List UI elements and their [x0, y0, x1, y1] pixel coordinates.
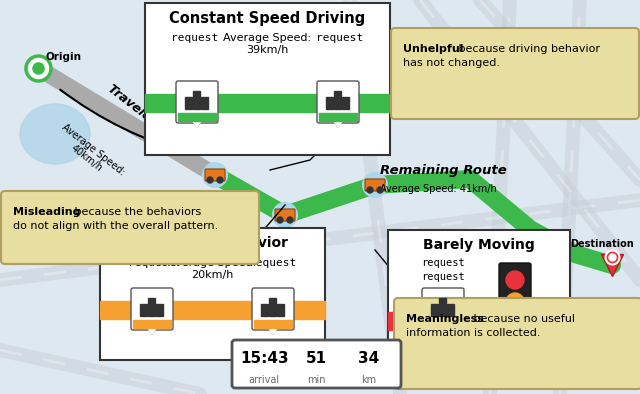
Bar: [424, 320, 462, 328]
Text: 51: 51: [306, 351, 327, 366]
Polygon shape: [268, 327, 278, 334]
Bar: [140, 304, 147, 316]
Bar: [178, 113, 216, 121]
Bar: [447, 304, 454, 316]
Bar: [342, 97, 349, 109]
Text: request: request: [172, 33, 219, 43]
Circle shape: [377, 187, 383, 193]
Bar: [254, 320, 292, 328]
Text: Average Speed:
40km/h: Average Speed: 40km/h: [53, 122, 127, 186]
Circle shape: [203, 163, 227, 187]
Bar: [334, 91, 341, 109]
Text: arrival: arrival: [249, 375, 280, 385]
FancyBboxPatch shape: [394, 298, 640, 389]
Text: because driving behavior: because driving behavior: [455, 44, 600, 54]
Ellipse shape: [20, 104, 90, 164]
Bar: [439, 298, 446, 316]
Circle shape: [506, 315, 524, 333]
Text: request: request: [421, 258, 465, 268]
Bar: [193, 91, 200, 109]
Bar: [269, 298, 276, 316]
Text: Abnormal Behavior: Abnormal Behavior: [138, 236, 287, 250]
FancyBboxPatch shape: [365, 179, 385, 191]
Text: Origin: Origin: [46, 52, 82, 62]
Text: Remaining Route: Remaining Route: [380, 164, 507, 177]
Text: because no useful: because no useful: [470, 314, 575, 324]
FancyBboxPatch shape: [1, 191, 259, 264]
FancyBboxPatch shape: [145, 3, 390, 155]
FancyBboxPatch shape: [275, 209, 295, 221]
Polygon shape: [400, 274, 480, 334]
FancyBboxPatch shape: [176, 81, 218, 123]
Circle shape: [217, 177, 223, 183]
FancyBboxPatch shape: [252, 288, 294, 330]
Text: because the behaviors: because the behaviors: [71, 207, 201, 217]
FancyBboxPatch shape: [422, 288, 464, 330]
FancyBboxPatch shape: [100, 228, 325, 360]
Text: min: min: [307, 375, 326, 385]
Text: do not align with the overall pattern.: do not align with the overall pattern.: [13, 221, 218, 231]
FancyBboxPatch shape: [388, 230, 570, 360]
FancyBboxPatch shape: [232, 340, 401, 388]
Polygon shape: [438, 327, 448, 334]
Polygon shape: [100, 219, 200, 294]
Text: request: request: [129, 258, 175, 268]
Circle shape: [363, 173, 387, 197]
Circle shape: [287, 217, 293, 223]
Bar: [388, 312, 570, 330]
Text: 34: 34: [358, 351, 380, 366]
Circle shape: [506, 293, 524, 311]
Bar: [261, 304, 268, 316]
Text: Destination: Destination: [570, 239, 634, 249]
Text: request: request: [316, 33, 364, 43]
Text: Average Speed:
39km/h: Average Speed: 39km/h: [223, 33, 312, 55]
Text: has not changed.: has not changed.: [403, 58, 500, 68]
Bar: [201, 97, 208, 109]
Bar: [156, 304, 163, 316]
Circle shape: [277, 217, 283, 223]
Text: Average Speed: 41km/h: Average Speed: 41km/h: [380, 184, 497, 194]
Text: Unhelpful: Unhelpful: [403, 44, 463, 54]
Bar: [185, 97, 192, 109]
Polygon shape: [147, 327, 157, 334]
Text: Average Speed:
20km/h: Average Speed: 20km/h: [168, 258, 257, 280]
Text: Traveled Route: Traveled Route: [105, 82, 196, 157]
Text: Barely Moving: Barely Moving: [423, 238, 535, 252]
Bar: [100, 301, 325, 319]
Bar: [319, 113, 357, 121]
Text: Constant Speed Driving: Constant Speed Driving: [170, 11, 365, 26]
Bar: [133, 320, 171, 328]
FancyBboxPatch shape: [205, 169, 225, 181]
Bar: [277, 304, 284, 316]
Bar: [145, 94, 390, 112]
FancyBboxPatch shape: [131, 288, 173, 330]
FancyBboxPatch shape: [317, 81, 359, 123]
Polygon shape: [192, 120, 202, 127]
Circle shape: [273, 203, 297, 227]
Text: request: request: [250, 258, 296, 268]
FancyBboxPatch shape: [499, 263, 531, 337]
Text: information is collected.: information is collected.: [406, 328, 541, 338]
Text: request: request: [421, 272, 465, 282]
Circle shape: [367, 187, 373, 193]
Bar: [431, 304, 438, 316]
Text: Meaningless: Meaningless: [406, 314, 484, 324]
Text: km: km: [361, 375, 376, 385]
FancyBboxPatch shape: [391, 28, 639, 119]
Circle shape: [207, 177, 213, 183]
Bar: [326, 97, 333, 109]
Text: 15:43: 15:43: [240, 351, 289, 366]
Bar: [148, 298, 155, 316]
Circle shape: [506, 271, 524, 289]
Text: Misleading: Misleading: [13, 207, 81, 217]
Polygon shape: [333, 120, 343, 127]
